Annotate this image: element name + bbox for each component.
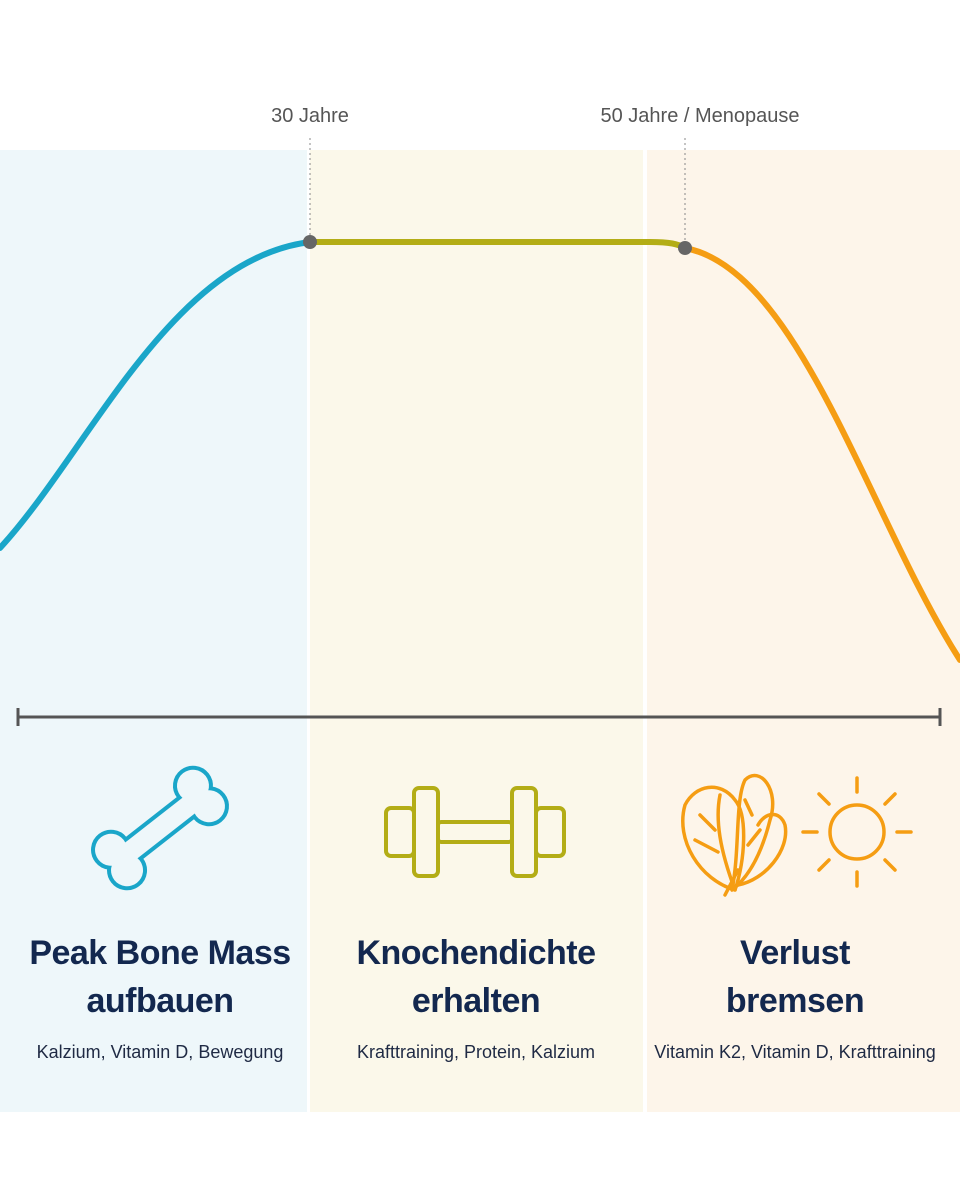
phase-subtitle: Krafttraining, Protein, Kalzium (357, 1042, 595, 1062)
phase-title: Knochendichte (356, 934, 595, 972)
timeline (16, 708, 942, 726)
marker-label: 50 Jahre / Menopause (600, 105, 799, 127)
spinach-icon (681, 773, 788, 897)
phase-subtitle: Vitamin K2, Vitamin D, Krafttraining (654, 1042, 935, 1062)
marker-dot (303, 235, 317, 249)
marker-label: 30 Jahre (271, 105, 349, 127)
marker-dot (678, 241, 692, 255)
phase-subtitle: Kalzium, Vitamin D, Bewegung (37, 1042, 284, 1062)
phase-title: Peak Bone Mass (29, 934, 290, 972)
curve-decline (682, 245, 960, 663)
bone-icon (91, 765, 229, 891)
phase-title: erhalten (412, 982, 540, 1020)
phase-title: Verlust (740, 934, 850, 972)
phase-title: aufbauen (86, 982, 233, 1020)
dumbbell-icon (384, 786, 566, 878)
phase-title: bremsen (726, 982, 864, 1020)
sun-icon (801, 776, 913, 888)
phase-panel (647, 150, 960, 1112)
phase-panel (310, 150, 643, 1112)
phase-panel (0, 150, 307, 1112)
curve-growth (0, 239, 313, 551)
